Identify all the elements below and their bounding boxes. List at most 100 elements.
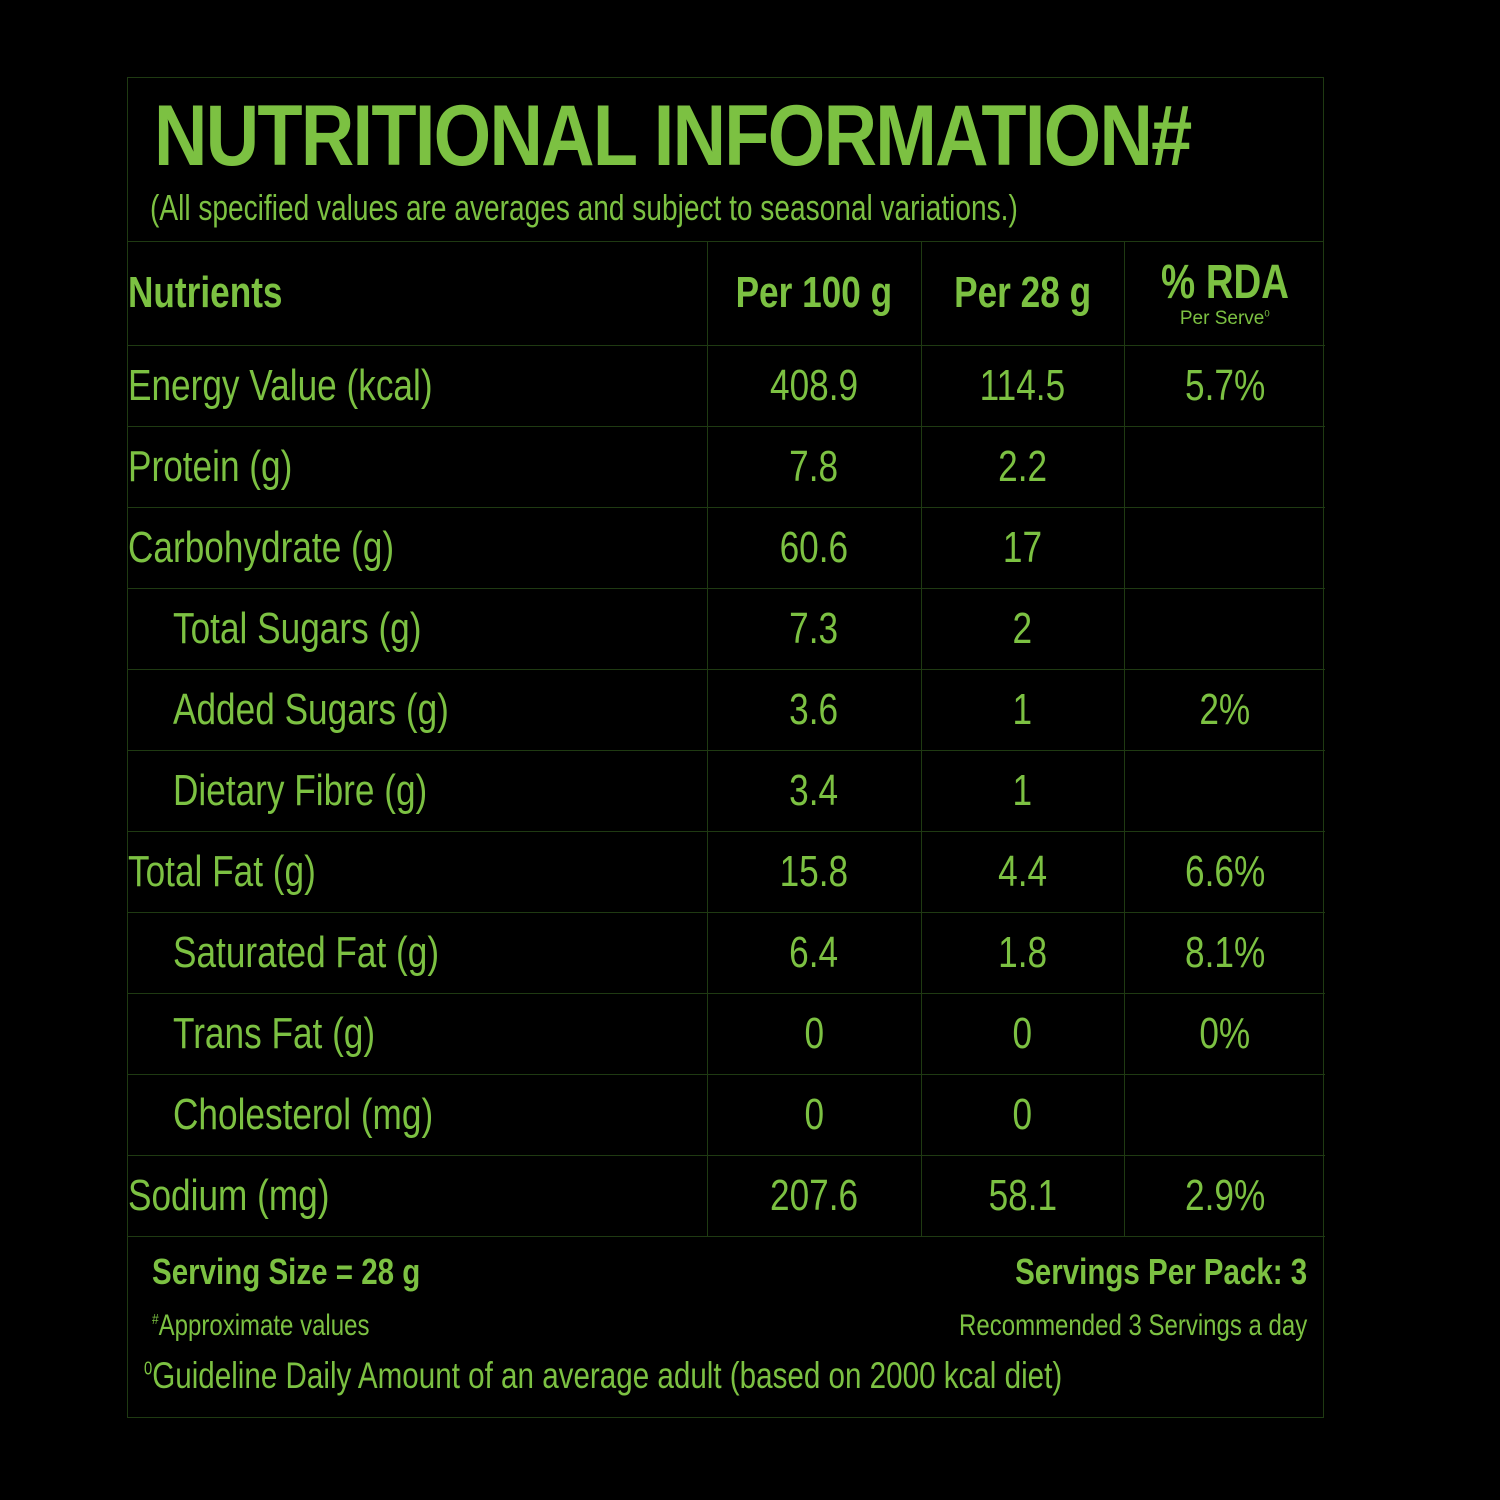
column-header-per-28g: Per 28 g (920, 241, 1125, 346)
value-rda: 0% (1199, 1009, 1251, 1058)
nutrient-name-cell: Total Sugars (g) (128, 588, 708, 670)
page-title: NUTRITIONAL INFORMATION# (154, 88, 1192, 184)
nutrient-name: Cholesterol (mg) (173, 1090, 434, 1139)
value-rda: 8.1% (1184, 928, 1265, 977)
nutrient-name-cell: Saturated Fat (g) (128, 912, 708, 994)
nutrient-name: Trans Fat (g) (173, 1009, 376, 1058)
recommended-servings-note: Recommended 3 Servings a day (958, 1309, 1307, 1342)
value-per-100g-cell: 3.4 (706, 750, 922, 832)
nutrient-name: Total Sugars (g) (173, 604, 422, 653)
nutrient-name-cell: Cholesterol (mg) (128, 1074, 708, 1156)
value-per-28g: 1 (1012, 685, 1033, 734)
value-per-100g: 15.8 (779, 847, 849, 896)
table-row: Saturated Fat (g) 6.4 1.8 8.1% (128, 912, 1325, 994)
nutrient-name-cell: Protein (g) (128, 426, 708, 508)
value-per-28g-cell: 2.2 (920, 426, 1125, 508)
nutrient-name-cell: Sodium (mg) (128, 1155, 708, 1237)
nutrient-name-cell: Energy Value (kcal) (128, 345, 708, 427)
value-rda-cell (1123, 507, 1325, 589)
table-row: Energy Value (kcal) 408.9 114.5 5.7% (128, 345, 1325, 427)
value-per-28g-cell: 2 (920, 588, 1125, 670)
nutrient-name: Protein (g) (128, 442, 293, 491)
nutrient-name-cell: Added Sugars (g) (128, 669, 708, 751)
value-per-28g-cell: 17 (920, 507, 1125, 589)
table-row: Sodium (mg) 207.6 58.1 2.9% (128, 1155, 1325, 1237)
serving-size: Serving Size = 28 g (152, 1251, 421, 1292)
value-per-28g: 2 (1012, 604, 1033, 653)
column-header-nutrients: Nutrients (128, 241, 708, 346)
rda-sublabel: Per Serve (1179, 307, 1265, 329)
value-per-28g: 1 (1012, 766, 1033, 815)
nutrition-panel: NUTRITIONAL INFORMATION# (All specified … (127, 77, 1325, 1419)
value-per-100g-cell: 7.8 (706, 426, 922, 508)
value-per-28g-cell: 58.1 (920, 1155, 1125, 1237)
value-rda-cell: 5.7% (1123, 345, 1325, 427)
value-per-28g: 0 (1012, 1090, 1033, 1139)
value-per-100g-cell: 207.6 (706, 1155, 922, 1237)
rda-sublabel-mark: 0 (1264, 308, 1270, 320)
value-per-100g: 3.6 (789, 685, 839, 734)
value-per-28g: 1.8 (998, 928, 1047, 977)
nutrition-table-body: Energy Value (kcal) 408.9 114.5 5.7% Protein… (128, 345, 1325, 1237)
value-per-100g-cell: 6.4 (706, 912, 922, 994)
table-row: Added Sugars (g) 3.6 1 2% (128, 669, 1325, 751)
value-rda: 2.9% (1184, 1171, 1265, 1220)
value-per-28g: 17 (1002, 523, 1043, 572)
value-per-28g: 58.1 (988, 1171, 1057, 1220)
table-row: Total Fat (g) 15.8 4.4 6.6% (128, 831, 1325, 913)
nutrient-name-cell: Dietary Fibre (g) (128, 750, 708, 832)
table-row: Dietary Fibre (g) 3.4 1 (128, 750, 1325, 832)
nutrient-name-cell: Carbohydrate (g) (128, 507, 708, 589)
page-subtitle: (All specified values are averages and s… (150, 187, 1018, 228)
value-rda-cell (1123, 588, 1325, 670)
value-per-100g: 7.8 (789, 442, 839, 491)
nutrient-name: Sodium (mg) (128, 1171, 330, 1220)
guideline-text: Guideline Daily Amount of an average adu… (152, 1355, 1063, 1396)
column-header-per-100g: Per 100 g (706, 241, 922, 346)
value-per-100g-cell: 15.8 (706, 831, 922, 913)
approximate-values-note: #Approximate values (152, 1309, 369, 1343)
value-per-100g: 3.4 (789, 766, 839, 815)
nutrient-name-cell: Trans Fat (g) (128, 993, 708, 1075)
value-rda: 2% (1199, 685, 1251, 734)
value-per-28g: 2.2 (998, 442, 1047, 491)
value-per-28g-cell: 1 (920, 750, 1125, 832)
value-rda-cell: 2.9% (1123, 1155, 1325, 1237)
value-per-28g: 114.5 (979, 361, 1066, 410)
nutrient-name-cell: Total Fat (g) (128, 831, 708, 913)
approx-text: Approximate values (158, 1309, 370, 1342)
value-per-28g-cell: 4.4 (920, 831, 1125, 913)
table-row: Trans Fat (g) 0 0 0% (128, 993, 1325, 1075)
value-per-28g-cell: 0 (920, 993, 1125, 1075)
value-rda-cell (1123, 426, 1325, 508)
value-rda-cell: 8.1% (1123, 912, 1325, 994)
value-per-28g: 4.4 (998, 847, 1047, 896)
table-header-row: Nutrients Per 100 g Per 28 g % RDA Per S… (128, 241, 1325, 346)
guideline-mark: 0 (144, 1357, 153, 1379)
value-per-100g: 6.4 (789, 928, 839, 977)
value-per-100g-cell: 0 (706, 1074, 922, 1156)
value-per-100g-cell: 60.6 (706, 507, 922, 589)
table-row: Carbohydrate (g) 60.6 17 (128, 507, 1325, 589)
value-per-100g-cell: 3.6 (706, 669, 922, 751)
value-per-100g-cell: 7.3 (706, 588, 922, 670)
value-rda-cell: 2% (1123, 669, 1325, 751)
nutrition-header: NUTRITIONAL INFORMATION# (All specified … (128, 78, 1323, 242)
table-row: Protein (g) 7.8 2.2 (128, 426, 1325, 508)
nutrient-name: Added Sugars (g) (173, 685, 449, 734)
value-rda-cell: 6.6% (1123, 831, 1325, 913)
nutrient-name: Carbohydrate (g) (128, 523, 395, 572)
value-per-100g: 408.9 (769, 361, 859, 410)
column-header-rda: % RDA Per Serve0 (1123, 241, 1325, 346)
value-per-100g: 60.6 (779, 523, 849, 572)
value-per-100g: 0 (804, 1090, 824, 1139)
nutrient-name: Saturated Fat (g) (173, 928, 440, 977)
value-per-28g-cell: 0 (920, 1074, 1125, 1156)
nutrition-footer: Serving Size = 28 g Servings Per Pack: 3… (128, 1237, 1323, 1419)
value-per-100g-cell: 408.9 (706, 345, 922, 427)
value-rda: 5.7% (1184, 361, 1265, 410)
value-per-100g: 0 (804, 1009, 824, 1058)
value-rda-cell (1123, 750, 1325, 832)
value-per-28g-cell: 1.8 (920, 912, 1125, 994)
nutrition-table: Nutrients Per 100 g Per 28 g % RDA Per S… (128, 241, 1325, 1237)
